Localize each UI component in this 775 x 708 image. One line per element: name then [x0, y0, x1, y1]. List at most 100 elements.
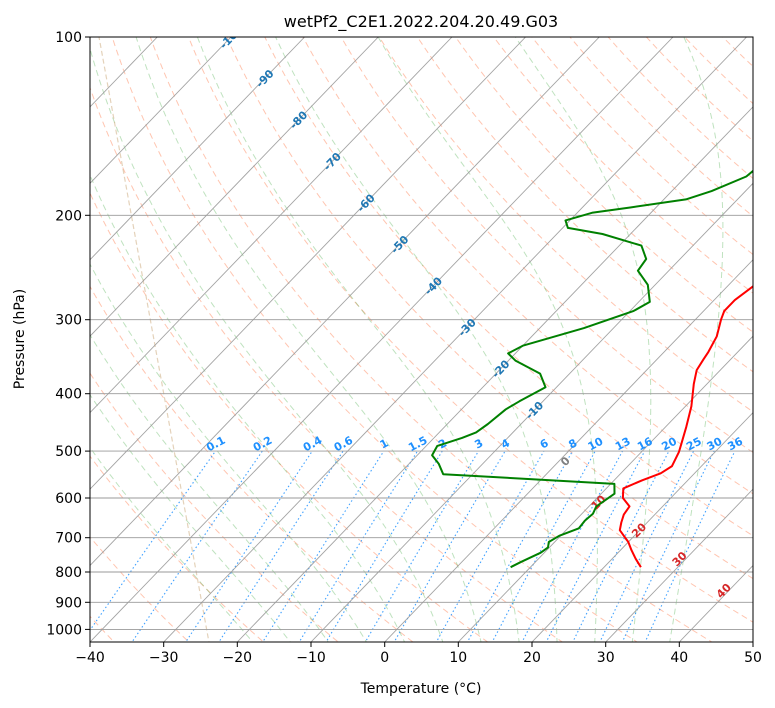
moist-adiabat	[377, 37, 598, 642]
mixing-ratio-line	[621, 450, 715, 642]
mixing-ratio-line	[393, 450, 506, 642]
dry-adiabat	[493, 37, 753, 294]
x-tick-label: 30	[597, 650, 615, 666]
isotherm-line	[236, 106, 753, 642]
y-axis-title: Pressure (hPa)	[12, 289, 28, 389]
y-tick-label: 400	[55, 387, 82, 403]
isotherm-line	[384, 259, 753, 642]
isotherm-line	[752, 641, 753, 642]
mixing-ratio-label: 1	[378, 436, 391, 451]
y-tick-label: 1000	[46, 622, 82, 638]
mixing-ratio-label: 20	[659, 435, 679, 454]
dry-adiabat	[761, 37, 775, 654]
mixing-ratio-line	[262, 450, 385, 642]
profiles	[431, 169, 753, 569]
dry-adiabat	[531, 37, 753, 256]
mixing-ratio-line	[572, 450, 670, 642]
mixing-ratio-line	[218, 450, 344, 642]
dry-adiabat	[646, 37, 753, 142]
mixing-ratio-line	[131, 450, 263, 642]
moist-adiabat	[90, 263, 367, 642]
mixing-ratio-line	[644, 450, 736, 642]
x-tick-label: 40	[670, 650, 688, 666]
y-tick-label: 200	[55, 208, 82, 224]
isotherm-line	[90, 37, 674, 642]
mixing-ratio-label: 16	[635, 435, 655, 454]
moist-adiabat	[90, 393, 291, 642]
mixing-ratio-line	[90, 450, 216, 632]
y-tick-label: 100	[55, 30, 82, 46]
dry-adiabat	[188, 37, 753, 623]
isotherm-line	[531, 412, 753, 642]
isotherm-line	[90, 37, 453, 414]
dry-adiabat	[111, 37, 638, 642]
x-tick-label: 50	[744, 650, 762, 666]
y-tick-label: 700	[55, 531, 82, 547]
dry-adiabat	[90, 455, 265, 642]
x-axis-title: Temperature (°C)	[360, 681, 482, 697]
isotherm-line	[90, 37, 232, 184]
mixing-ratio-label: 25	[684, 435, 704, 454]
dry-adiabat	[416, 37, 753, 373]
temperature-profile	[618, 285, 753, 568]
y-tick-label: 800	[55, 565, 82, 581]
curve-labels: 0.1 0.2 0.4 0.6 1 1.5 2 3 4 6 8 10 13 16 20 25 30 36-100-…	[204, 37, 745, 601]
dewpoint-profile	[431, 169, 753, 569]
y-tick-label: 300	[55, 313, 82, 329]
isotherm-line	[90, 37, 305, 261]
grid-lines	[90, 37, 753, 642]
dry-adiabat	[149, 37, 713, 642]
dry-adiabat	[90, 536, 190, 642]
x-tick-label: 20	[523, 650, 541, 666]
theta-e-label: 40	[714, 581, 734, 601]
mixing-ratio-label: 13	[613, 435, 633, 454]
mixing-ratio-label: 4	[499, 436, 512, 451]
dry-adiabat	[569, 37, 753, 217]
moist-adiabat	[275, 37, 558, 642]
dry-adiabat	[90, 86, 564, 642]
isotherm-line	[90, 37, 526, 490]
x-axis: −40 −30 −20 −10 0 10 20 30 40 50	[75, 642, 762, 666]
moist-adiabat	[90, 446, 254, 642]
dry-adiabat	[264, 37, 753, 537]
moist-adiabat	[669, 37, 724, 642]
moist-adiabat	[90, 46, 444, 642]
isotherm-line	[163, 37, 747, 642]
isotherm-line	[605, 488, 753, 642]
mixing-ratio-label: 10	[586, 435, 606, 454]
x-tick-label: −40	[75, 650, 105, 666]
dry-adiabat	[90, 285, 414, 642]
y-tick-label: 500	[55, 444, 82, 460]
mixing-ratio-label: 3	[472, 436, 485, 451]
mixing-ratio-label: 8	[566, 436, 579, 451]
dry-adiabat	[455, 37, 753, 333]
dry-adiabat	[90, 191, 489, 642]
mixing-ratio-label: 30	[705, 435, 725, 454]
x-tick-label: −20	[223, 650, 253, 666]
mixing-ratio-line	[466, 450, 573, 642]
x-tick-label: 10	[449, 650, 467, 666]
moist-adiabat	[514, 37, 652, 642]
moist-adiabat	[196, 37, 520, 642]
mixing-ratio-line	[185, 450, 313, 642]
plot-frame	[89, 36, 754, 643]
isotherm-line	[90, 37, 600, 567]
mixing-ratio-line	[599, 450, 695, 642]
y-tick-label: 900	[55, 595, 82, 611]
y-tick-label: 600	[55, 491, 82, 507]
mixing-ratio-line	[435, 450, 545, 642]
dry-adiabat	[378, 37, 753, 413]
y-axis: 100 200 300 400 500 600 700 800 900 1000	[46, 30, 90, 638]
mixing-ratio-label: 6	[538, 436, 551, 451]
dry-adiabat	[90, 372, 340, 642]
isotherm-line	[457, 335, 753, 642]
dry-adiabat	[607, 37, 753, 180]
mixing-ratio-label: 36	[725, 435, 745, 454]
theta-e-label: 0	[558, 454, 573, 469]
dry-adiabat	[226, 37, 753, 580]
x-tick-label: −30	[149, 650, 179, 666]
isotherm-line	[310, 182, 753, 642]
chart-title: wetPf2_C2E1.2022.204.20.49.G03	[284, 12, 558, 32]
dry-adiabat	[302, 37, 753, 495]
